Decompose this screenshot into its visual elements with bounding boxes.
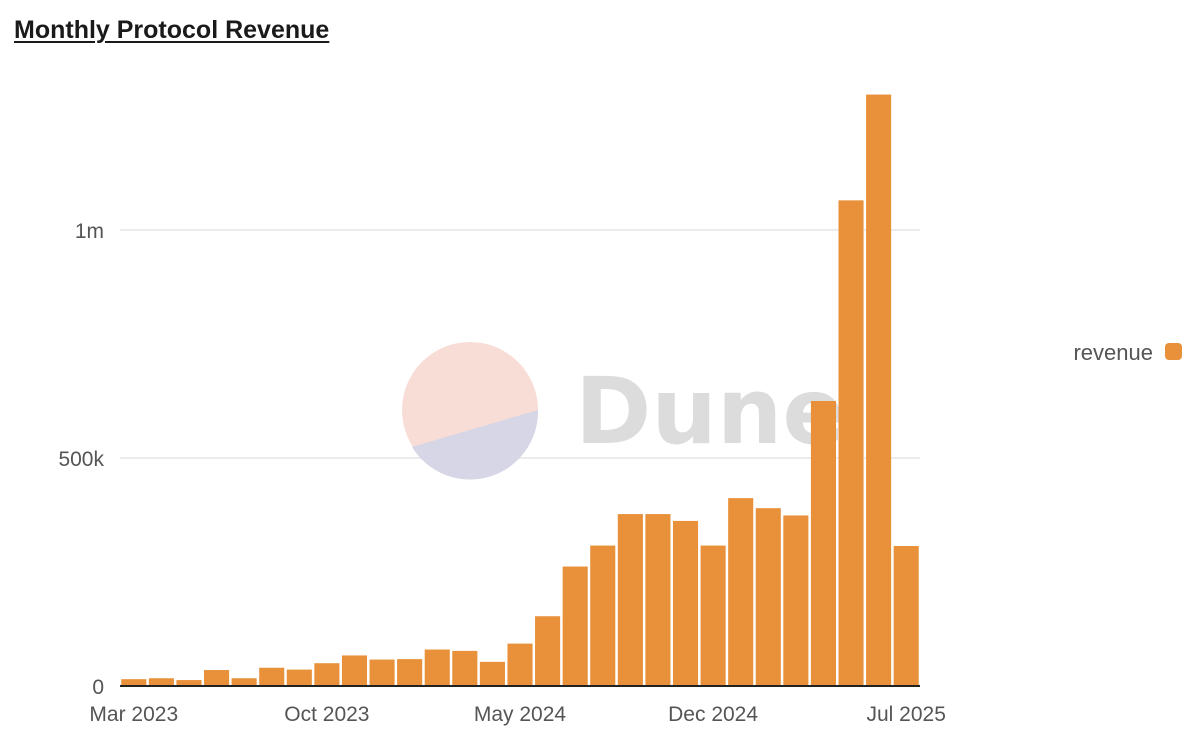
- bar-2024-10[interactable]: [645, 514, 671, 686]
- bar-2023-12[interactable]: [369, 659, 395, 686]
- bar-2024-02[interactable]: [424, 649, 450, 686]
- dune-logo-lower-segment: [412, 410, 539, 480]
- y-tick-label: 0: [92, 676, 104, 699]
- bar-2024-08[interactable]: [590, 545, 616, 686]
- bar-2023-05[interactable]: [176, 680, 202, 686]
- bar-2025-04[interactable]: [810, 401, 836, 686]
- bar-2025-02[interactable]: [755, 508, 781, 686]
- bar-2023-11[interactable]: [341, 655, 368, 686]
- bar-2023-04[interactable]: [148, 678, 174, 686]
- bar-2024-11[interactable]: [672, 520, 699, 686]
- gridlines: [120, 229, 920, 459]
- x-tick-label: Mar 2023: [89, 703, 178, 726]
- x-tick-label: Oct 2023: [284, 703, 369, 726]
- bar-2025-05[interactable]: [838, 200, 864, 687]
- legend[interactable]: revenue: [1073, 340, 1182, 365]
- bar-2023-09[interactable]: [286, 669, 312, 686]
- bar-2023-08[interactable]: [259, 667, 285, 686]
- watermark-text: Dune: [575, 358, 845, 465]
- legend-label[interactable]: revenue: [1073, 340, 1153, 365]
- bar-2024-06[interactable]: [535, 616, 561, 686]
- chart-title[interactable]: Monthly Protocol Revenue: [14, 16, 330, 44]
- bar-2024-07[interactable]: [562, 566, 588, 686]
- watermark: Dune: [402, 342, 845, 480]
- bar-2025-06[interactable]: [866, 94, 892, 687]
- y-tick-label: 500k: [58, 448, 104, 471]
- bar-2024-01[interactable]: [397, 659, 423, 686]
- bar-2025-03[interactable]: [783, 515, 809, 686]
- bar-2024-04[interactable]: [479, 661, 505, 686]
- x-axis-ticks: Mar 2023 Oct 2023 May 2024 Dec 2024 Jul 2025: [89, 703, 945, 726]
- bar-2023-07[interactable]: [231, 678, 257, 686]
- legend-swatch[interactable]: [1165, 343, 1182, 360]
- bar-2024-03[interactable]: [452, 650, 478, 686]
- x-tick-label: May 2024: [474, 703, 567, 726]
- bar-2025-01[interactable]: [728, 498, 754, 686]
- x-tick-label: Jul 2025: [867, 703, 946, 726]
- bar-2024-09[interactable]: [617, 514, 643, 686]
- y-tick-label: 1m: [75, 220, 104, 243]
- x-tick-label: Dec 2024: [668, 703, 758, 726]
- bar-2023-06[interactable]: [204, 670, 230, 686]
- bar-2024-05[interactable]: [507, 643, 533, 686]
- bar-2023-03[interactable]: [121, 679, 147, 686]
- bar-2025-07[interactable]: [893, 546, 919, 686]
- y-axis-ticks: 0 500k 1m: [58, 220, 104, 699]
- bars: [121, 94, 919, 687]
- bar-2023-10[interactable]: [314, 663, 340, 686]
- bar-2024-12[interactable]: [700, 545, 726, 686]
